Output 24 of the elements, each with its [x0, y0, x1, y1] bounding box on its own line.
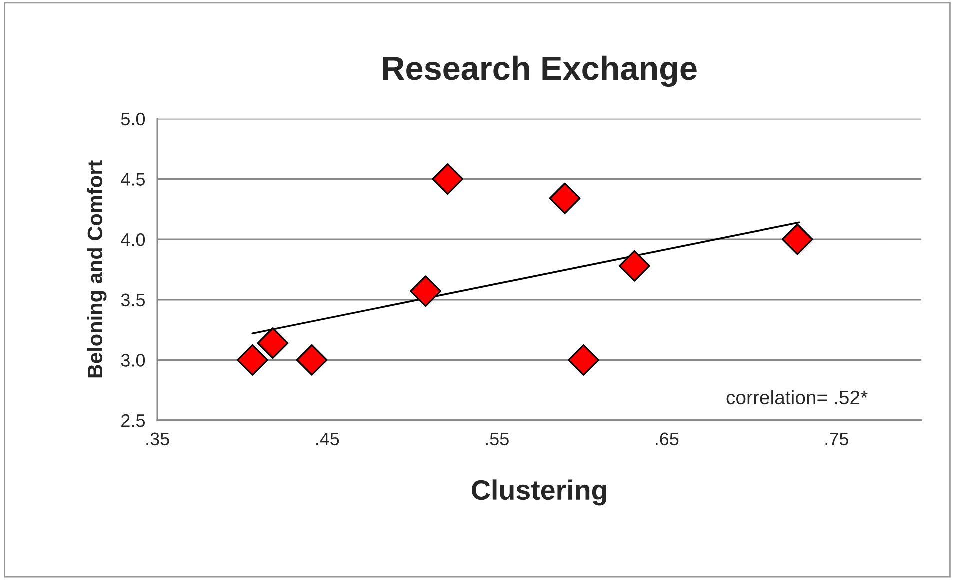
point — [236, 344, 268, 376]
y-tick-label: 2.5 — [122, 414, 146, 428]
x-tick-label: .75 — [826, 432, 848, 446]
point — [296, 344, 328, 376]
y-tick-label: 4.5 — [121, 173, 146, 186]
y-tick-label: 3.5 — [121, 294, 146, 307]
x-tick-label: .55 — [486, 432, 509, 446]
annotation: correlation= .52* — [726, 390, 868, 405]
x-tick-label: .65 — [656, 432, 679, 446]
x-tick-label: .35 — [146, 432, 170, 446]
point — [568, 344, 600, 376]
y-tick-label: 5.0 — [121, 112, 146, 126]
point — [618, 250, 650, 282]
x-tick-label: .45 — [316, 432, 340, 446]
point — [432, 163, 464, 195]
point — [782, 224, 814, 256]
x-axis-title: Clustering — [472, 480, 606, 506]
point — [549, 182, 581, 214]
chart-title: Research Exchange — [383, 56, 697, 88]
y-axis-title: Beloning and Comfort — [87, 160, 107, 378]
y-tick-label: 4.0 — [121, 233, 146, 246]
point — [257, 328, 289, 360]
point — [410, 276, 442, 308]
y-tick-label: 3.0 — [121, 354, 146, 367]
